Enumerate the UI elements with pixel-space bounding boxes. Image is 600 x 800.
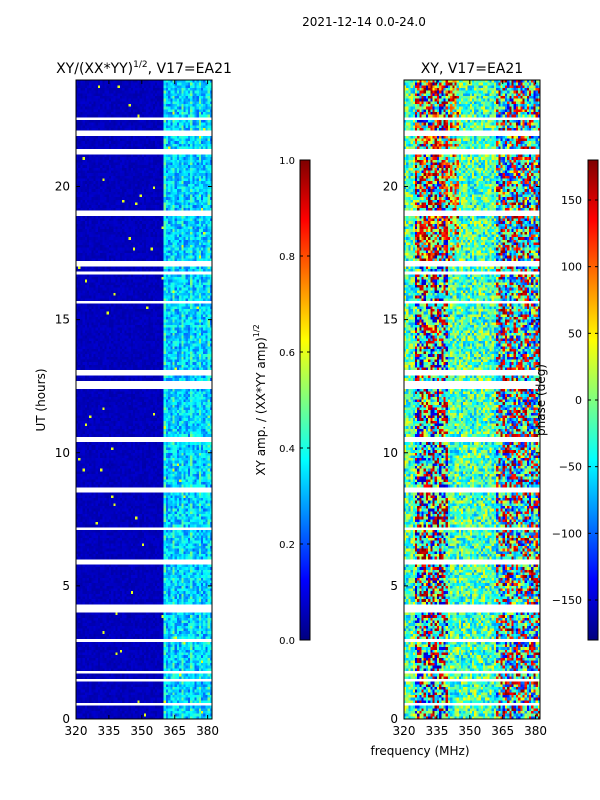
colorbar-tick-label: 0.2 [279,540,295,551]
y-tick-label: 10 [383,446,398,460]
x-tick-label: 380 [196,724,219,738]
colorbar-tick-label: 0.8 [279,252,295,263]
colorbar-tick-label: 0.0 [279,636,295,647]
figure-suptitle: 2021-12-14 0.0-24.0 [302,15,426,29]
panel-phase: XY, V17=EA21 320 335 350 365 380 0 5 10 15 20 fr… [370,61,547,758]
colorbar-tick-label: 0 [575,394,582,407]
colorbar-tick-label: 1.0 [279,156,295,167]
colorbar-tick-label: 0.6 [279,348,295,359]
phase-x-ticks: 320 335 350 365 380 [393,80,547,738]
x-tick-label: 320 [393,724,416,738]
phase-colorbar: −150 −100 −50 0 50 100 150 phase (deg) [534,159,599,641]
y-tick-label: 0 [390,712,398,726]
x-tick-label: 365 [491,724,514,738]
x-tick-label: 335 [97,724,120,738]
colorbar-tick-label: 0.4 [279,444,295,455]
phase-axes-frame [403,79,541,720]
x-tick-label: 335 [425,724,448,738]
y-tick-label: 15 [55,313,70,327]
amplitude-colorbar: 0.0 0.2 0.4 0.6 0.8 1.0 XY amp. / (XX*YY amp)… [252,156,311,647]
x-tick-label: 350 [130,724,153,738]
y-tick-label: 5 [390,579,398,593]
y-tick-label: 10 [55,446,70,460]
amplitude-colorbar-label: XY amp. / (XX*YY amp)1/2 [252,324,268,475]
y-tick-label: 0 [62,712,70,726]
phase-xlabel: frequency (MHz) [370,744,469,758]
phase-y-ticks: 0 5 10 15 20 [383,180,540,726]
y-tick-label: 20 [383,180,398,194]
colorbar-tick-label: 150 [561,194,582,207]
y-tick-label: 5 [62,579,70,593]
amplitude-colorbar-ticks: 0.0 0.2 0.4 0.6 0.8 1.0 [279,156,310,647]
x-tick-label: 320 [65,724,88,738]
amplitude-heatmap [76,80,212,719]
colorbar-tick-label: −50 [559,461,582,474]
amplitude-axes-frame [75,79,213,720]
y-tick-label: 20 [55,180,70,194]
amplitude-ylabel: UT (hours) [34,368,48,431]
colorbar-tick-label: 100 [561,261,582,274]
x-tick-label: 365 [163,724,186,738]
amplitude-colorbar-gradient [299,159,311,641]
phase-colorbar-label: phase (deg) [534,364,548,436]
amplitude-heatmap-raster [76,80,212,719]
phase-heatmap [404,80,540,719]
panel-phase-title: XY, V17=EA21 [421,61,523,77]
y-tick-label: 15 [383,313,398,327]
panel-amplitude: XY/(XX*YY)1/2, V17=EA21 320 335 350 365 380 … [34,60,232,738]
colorbar-tick-label: −100 [552,527,582,540]
amplitude-y-ticks: 0 5 10 15 20 [55,180,212,726]
amplitude-x-ticks: 320 335 350 365 380 [65,80,219,738]
x-tick-label: 380 [524,724,547,738]
x-tick-label: 350 [458,724,481,738]
colorbar-tick-label: −150 [552,594,582,607]
phase-heatmap-raster [404,80,540,719]
colorbar-tick-label: 50 [568,327,582,340]
panel-amplitude-title: XY/(XX*YY)1/2, V17=EA21 [56,60,232,77]
phase-colorbar-ticks: −150 −100 −50 0 50 100 150 [552,194,598,607]
